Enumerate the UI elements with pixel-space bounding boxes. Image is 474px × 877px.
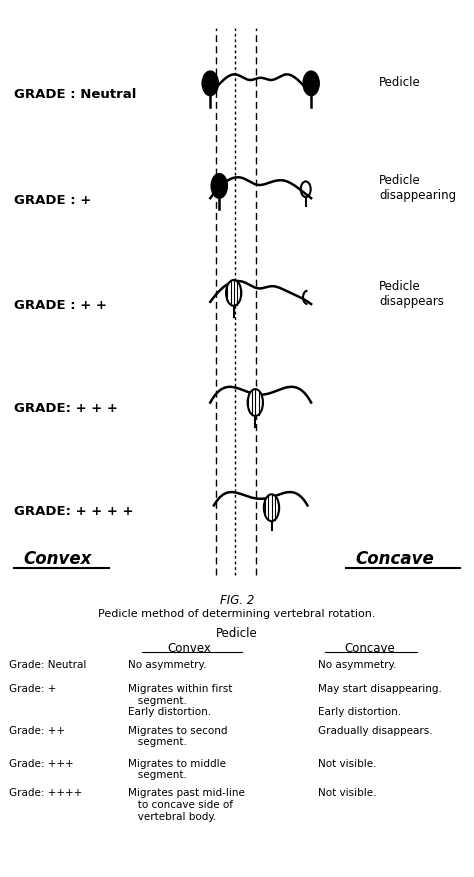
Text: GRADE: + + + +: GRADE: + + + +: [14, 504, 134, 517]
Text: Grade: ++++: Grade: ++++: [9, 788, 83, 797]
Text: Migrates to second
   segment.: Migrates to second segment.: [128, 725, 228, 746]
Text: Pedicle: Pedicle: [216, 626, 258, 639]
Text: Migrates within first
   segment.
Early distortion.: Migrates within first segment. Early dis…: [128, 683, 232, 717]
Text: Not visible.: Not visible.: [318, 758, 376, 767]
Ellipse shape: [264, 495, 279, 522]
Text: Grade: ++: Grade: ++: [9, 725, 65, 735]
Ellipse shape: [303, 72, 319, 96]
Text: Pedicle
disappears: Pedicle disappears: [379, 280, 444, 308]
Text: Convex: Convex: [168, 641, 211, 654]
Text: Grade: +: Grade: +: [9, 683, 57, 693]
Text: Pedicle
disappearing: Pedicle disappearing: [379, 174, 456, 202]
Text: Pedicle: Pedicle: [379, 75, 421, 89]
Text: GRADE: + + +: GRADE: + + +: [14, 402, 118, 415]
Ellipse shape: [247, 389, 263, 417]
Text: May start disappearing.

Early distortion.: May start disappearing. Early distortion…: [318, 683, 441, 717]
Text: GRADE : Neutral: GRADE : Neutral: [14, 88, 137, 101]
Text: Grade: +++: Grade: +++: [9, 758, 74, 767]
Text: No asymmetry.: No asymmetry.: [318, 660, 396, 669]
Text: Pedicle method of determining vertebral rotation.: Pedicle method of determining vertebral …: [98, 609, 376, 618]
Text: Grade: Neutral: Grade: Neutral: [9, 660, 87, 669]
Ellipse shape: [211, 175, 228, 199]
Text: Gradually disappears.: Gradually disappears.: [318, 725, 432, 735]
Text: Migrates past mid-line
   to concave side of
   vertebral body.: Migrates past mid-line to concave side o…: [128, 788, 245, 821]
Text: Convex: Convex: [24, 549, 92, 567]
Ellipse shape: [202, 72, 219, 96]
Text: Migrates to middle
   segment.: Migrates to middle segment.: [128, 758, 226, 780]
Ellipse shape: [226, 281, 241, 306]
Text: Concave: Concave: [356, 549, 434, 567]
Text: Not visible.: Not visible.: [318, 788, 376, 797]
Text: FIG. 2: FIG. 2: [220, 594, 254, 607]
Text: Concave: Concave: [344, 641, 395, 654]
Text: No asymmetry.: No asymmetry.: [128, 660, 207, 669]
Text: GRADE : +: GRADE : +: [14, 193, 91, 206]
Text: GRADE : + +: GRADE : + +: [14, 299, 107, 312]
